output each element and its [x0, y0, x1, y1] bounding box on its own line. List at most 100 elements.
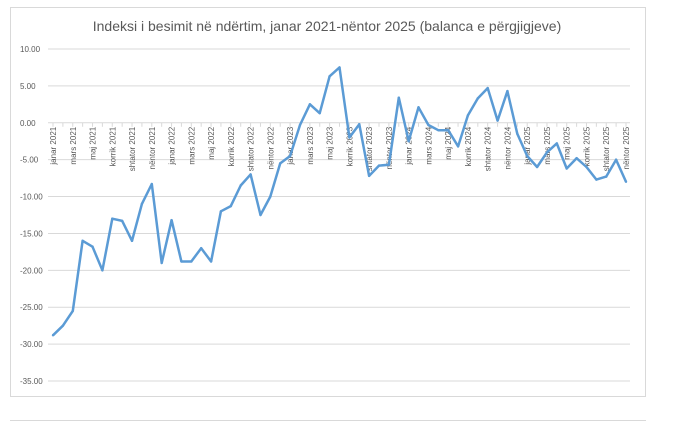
x-tick-label: shtator 2025	[602, 126, 611, 171]
x-tick-label: korrik 2025	[582, 126, 591, 166]
x-tick-label: maj 2023	[326, 126, 335, 159]
data-point	[358, 123, 361, 126]
data-point	[288, 154, 292, 158]
y-tick-label: 10.00	[20, 45, 41, 54]
data-point	[101, 269, 104, 272]
data-point	[259, 213, 262, 217]
x-tick-label: shtator 2021	[128, 126, 137, 171]
data-point	[446, 128, 450, 132]
data-point	[624, 180, 628, 183]
data-point	[377, 164, 381, 167]
y-tick-label: -20.00	[20, 266, 43, 275]
data-point	[229, 204, 233, 208]
data-point	[367, 174, 371, 178]
data-point	[71, 309, 74, 313]
chart-title: Indeksi i besimit në ndërtim, janar 2021…	[93, 18, 562, 34]
y-tick-label: -10.00	[20, 193, 43, 202]
data-point	[199, 247, 203, 250]
data-point	[496, 119, 499, 122]
x-tick-label: janar 2023	[286, 126, 295, 165]
x-tick-label: maj 2022	[207, 126, 216, 159]
x-tick-label: nëntor 2025	[622, 126, 631, 169]
data-point	[545, 151, 549, 154]
data-point	[397, 96, 400, 99]
y-tick-label: 0.00	[20, 119, 36, 128]
data-point	[387, 163, 391, 167]
x-tick-label: shtator 2024	[484, 126, 493, 171]
data-point	[526, 154, 529, 158]
x-tick-label: shtator 2022	[247, 126, 256, 171]
x-tick-label: mars 2021	[69, 126, 78, 164]
data-point	[407, 140, 410, 143]
data-point	[150, 182, 153, 186]
x-tick-label: mars 2024	[424, 126, 433, 164]
x-tick-label: korrik 2022	[227, 126, 236, 166]
data-point	[575, 156, 578, 160]
data-point	[338, 66, 341, 69]
y-tick-label: -30.00	[20, 340, 43, 349]
x-tick-label: mars 2022	[187, 126, 196, 164]
x-tick-label: nëntor 2024	[503, 126, 512, 169]
data-point	[486, 86, 489, 90]
data-point	[190, 260, 193, 263]
data-point	[565, 167, 568, 170]
data-point	[91, 245, 94, 248]
data-point	[456, 145, 460, 148]
data-point	[269, 195, 272, 198]
data-point	[308, 103, 312, 106]
y-tick-label: 5.00	[20, 82, 36, 91]
data-point	[417, 106, 420, 109]
data-point	[535, 165, 539, 169]
x-tick-label: janar 2021	[49, 126, 58, 165]
data-point	[61, 324, 65, 327]
x-tick-label: maj 2024	[444, 126, 453, 159]
x-tick-label: korrik 2024	[464, 126, 473, 166]
divider	[10, 420, 646, 421]
data-point	[506, 89, 509, 93]
data-point	[437, 128, 440, 132]
data-point	[595, 178, 598, 181]
data-point	[516, 132, 519, 136]
data-point	[328, 75, 331, 78]
x-tick-label: janar 2025	[523, 126, 532, 165]
data-point	[555, 142, 559, 145]
data-point	[318, 111, 321, 115]
data-point	[585, 165, 588, 169]
x-tick-label: korrik 2021	[108, 126, 117, 166]
data-point	[348, 136, 351, 139]
x-tick-label: nëntor 2023	[385, 126, 394, 169]
x-tick-label: janar 2022	[168, 126, 177, 165]
data-point	[614, 158, 618, 161]
data-point	[249, 173, 252, 176]
data-point	[160, 261, 163, 265]
data-point	[51, 334, 55, 337]
data-point	[111, 217, 114, 220]
series-line	[52, 66, 628, 337]
data-point	[279, 162, 282, 165]
y-tick-label: -5.00	[20, 156, 39, 165]
data-point	[120, 219, 124, 223]
y-tick-label: -35.00	[20, 377, 43, 386]
x-tick-label: nëntor 2021	[148, 126, 157, 169]
data-point	[476, 97, 480, 100]
data-point	[239, 184, 242, 187]
x-tick-label: shtator 2023	[365, 126, 374, 171]
data-point	[605, 175, 608, 178]
data-point	[209, 260, 213, 263]
data-point	[180, 260, 183, 263]
y-tick-label: -15.00	[20, 229, 43, 238]
x-tick-label: mars 2025	[543, 126, 552, 164]
data-point	[81, 239, 84, 243]
x-tick-label: nëntor 2022	[266, 126, 275, 169]
y-tick-label: -25.00	[20, 303, 43, 312]
data-point	[140, 202, 144, 206]
x-tick-label: korrik 2023	[345, 126, 354, 166]
data-point	[130, 239, 134, 243]
data-point	[170, 218, 173, 222]
data-point	[466, 114, 470, 117]
x-tick-label: mars 2023	[306, 126, 315, 164]
data-point	[219, 210, 223, 213]
chart-area	[10, 7, 646, 397]
x-tick-label: maj 2021	[89, 126, 98, 159]
